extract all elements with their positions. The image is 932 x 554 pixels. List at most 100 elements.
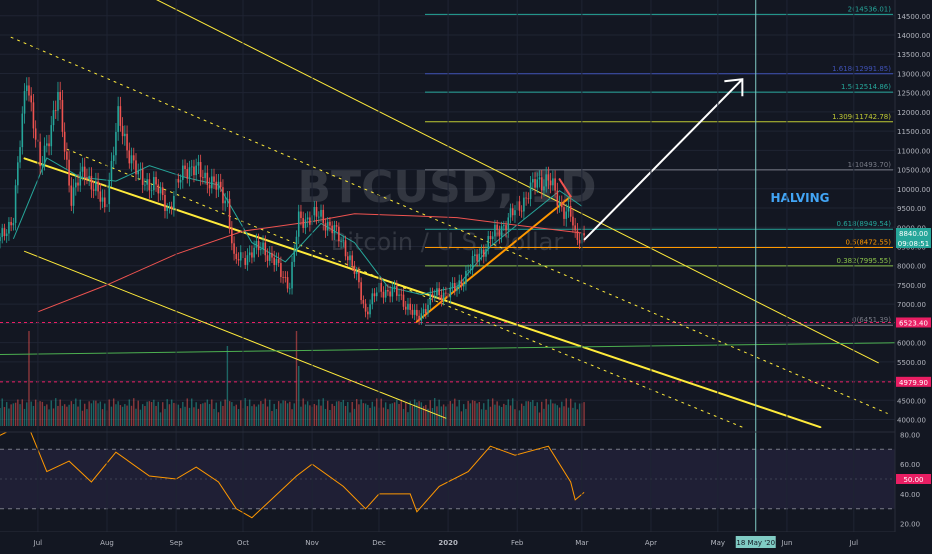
volume-bar [101,409,104,426]
volume-bar [255,406,258,426]
halving-label: HALVING [771,191,830,205]
candle-body [57,91,59,111]
volume-bar [173,402,175,426]
candle-body [373,293,376,297]
volume-bar [133,398,135,426]
candle-body [63,131,66,152]
price-tick-label: 13500.00 [897,51,930,59]
candle-body [97,181,99,192]
time-tick-label: Nov [305,539,319,547]
candle-body [300,211,302,219]
candle-body [369,304,371,315]
candle-body [514,210,516,216]
volume-bar [295,331,298,426]
candle-body [271,252,273,258]
volume-bar [342,399,345,426]
volume-bar [384,402,387,426]
volume-bar [226,346,229,426]
price-tick-label: 4500.00 [897,397,926,405]
volume-bar [282,400,284,426]
volume-bar [55,398,57,426]
candle-body [260,249,262,251]
candle-body [309,217,311,225]
volume-bar [246,406,249,426]
price-axis [895,0,932,550]
candle-body [329,221,331,226]
volume-bar [309,405,311,426]
volume-bar [371,401,373,426]
time-tick-label: Aug [100,539,114,547]
candle-body [554,178,556,191]
candle-body [3,228,6,237]
candle-body [268,252,271,261]
candle-body [411,309,414,315]
volume-bar [188,407,191,426]
candle-body [462,284,465,287]
price-tick-label: 5500.00 [897,359,926,367]
volume-bar [66,406,68,426]
volume-bar [344,405,347,426]
candle-body [168,206,171,208]
volume-bar [237,409,240,426]
volume-bar [360,399,362,426]
candle-body [264,242,267,256]
candle-body [407,303,409,310]
volume-bar [144,406,146,426]
candle-body [547,174,550,181]
volume-bar [50,400,52,426]
candle-body [124,133,126,137]
fib-label: 0.382(7995.55) [837,257,892,265]
candle-body [25,85,28,91]
candle-body [255,240,258,248]
candle-body [59,91,61,100]
candle-body [453,282,456,291]
volume-bar [306,401,309,426]
candle-body [5,233,8,237]
candle-body [206,172,209,185]
candle-body [507,217,510,231]
volume-bar [541,401,543,426]
volume-bar [494,404,496,426]
candle-body [135,160,137,175]
volume-bar [572,407,574,426]
volume-bar [286,403,289,426]
price-tick-label: 7500.00 [897,282,926,290]
volume-bar [420,402,423,426]
volume-bar [498,405,501,426]
volume-bar [338,401,340,426]
candle-body [320,209,322,217]
candle-body [291,261,293,289]
price-tick-label: 11500.00 [897,128,930,136]
candle-body [338,226,340,242]
volume-bar [23,408,26,426]
volume-bar [197,408,200,426]
volume-bar [52,408,55,426]
rsi-current-label: 50.00 [903,476,923,484]
candle-body [68,159,70,186]
volume-bar [411,405,414,426]
candle-body [496,224,498,231]
candle-body [1,228,4,238]
candle-body [170,206,173,209]
volume-bar [400,399,402,426]
time-tick-label: May [711,539,725,547]
candle-body [304,219,307,228]
price-tick-label: 11000.00 [897,147,930,155]
candle-body [159,187,162,194]
candle-body [233,243,235,254]
volume-bar [170,399,173,426]
candle-body [79,171,82,186]
volume-bar [485,409,487,426]
volume-bar [487,399,489,426]
candle-body [188,167,191,179]
price-tick-label: 12000.00 [897,109,930,117]
candle-body [21,113,24,148]
volume-bar [117,401,119,426]
candle-body [197,162,200,166]
candle-body [545,174,547,187]
candle-body [115,131,117,156]
volume-bar [43,406,46,426]
candle-body [239,252,242,261]
volume-bar [491,398,494,426]
